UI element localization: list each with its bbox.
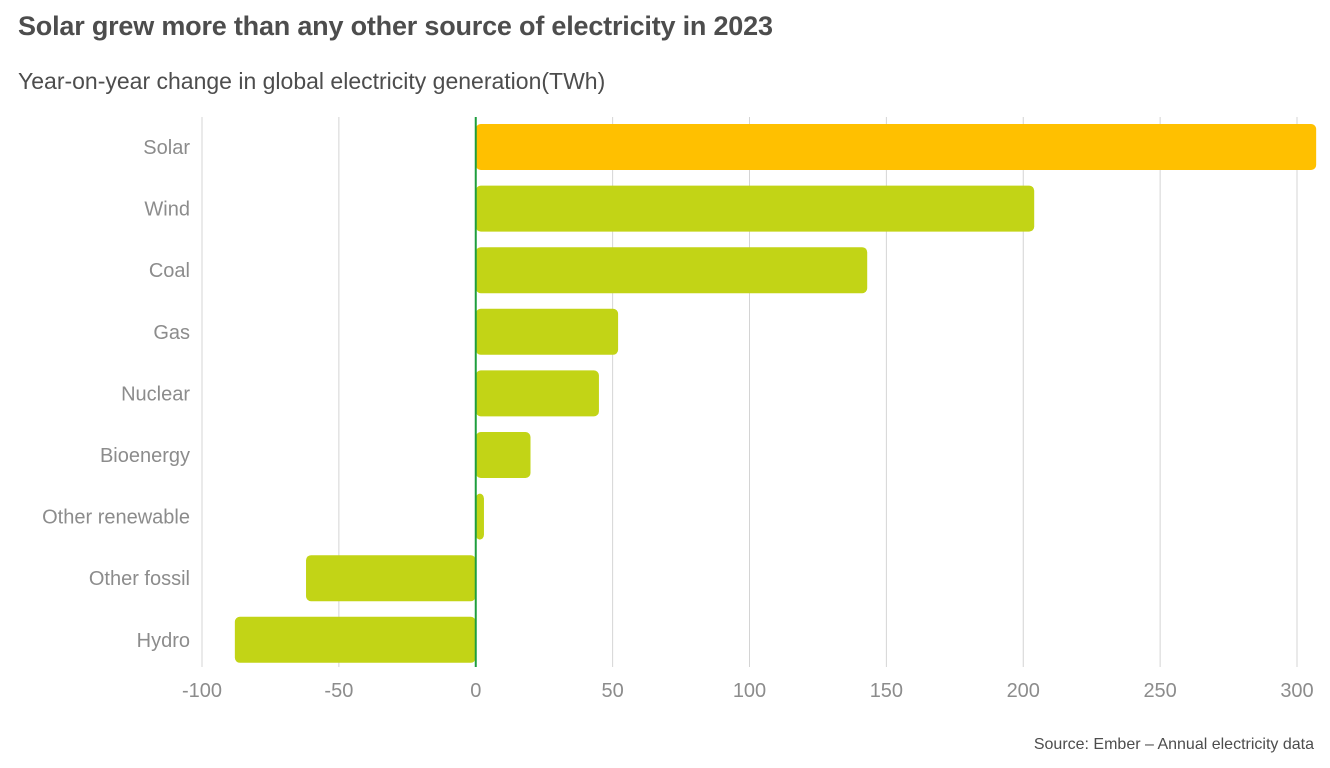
bar-other-fossil [306, 555, 476, 602]
x-tick-label: 0 [470, 680, 481, 702]
x-tick-label: 150 [870, 680, 903, 702]
category-labels: Solar Wind Coal Gas Nuclear Bioenergy Other re… [42, 137, 190, 652]
x-tick-label: 100 [733, 680, 766, 702]
bar-wind [475, 185, 1035, 232]
chart-subtitle: Year-on-year change in global electricit… [18, 68, 606, 94]
category-label: Wind [144, 199, 190, 221]
x-tick-label: 250 [1143, 680, 1176, 702]
category-label: Nuclear [121, 383, 190, 405]
bar-coal [475, 247, 868, 294]
x-tick-label: 200 [1007, 680, 1040, 702]
bars [234, 124, 1317, 663]
x-tick-label: -50 [324, 680, 353, 702]
category-label: Solar [143, 137, 190, 159]
bar-other-renewable [475, 493, 484, 540]
bar-gas [475, 308, 619, 355]
x-tick-label: 50 [602, 680, 624, 702]
bar-chart: Solar Wind Coal Gas Nuclear Bioenergy Other re… [42, 117, 1317, 702]
category-label: Other fossil [89, 568, 190, 590]
bar-solar [475, 124, 1317, 170]
source-note: Source: Ember – Annual electricity data [1033, 736, 1314, 753]
category-label: Gas [153, 322, 190, 344]
bar-hydro [234, 616, 476, 663]
chart-title: Solar grew more than any other source of… [18, 11, 773, 41]
category-label: Other renewable [42, 507, 190, 529]
category-label: Bioenergy [100, 445, 190, 467]
category-label: Coal [149, 260, 190, 282]
bar-bioenergy [475, 432, 531, 478]
bar-nuclear [475, 370, 599, 417]
category-label: Hydro [137, 630, 190, 652]
x-tick-label: -100 [182, 680, 222, 702]
x-tick-label: 300 [1280, 680, 1313, 702]
x-tick-labels: -100 -50 0 50 100 150 200 250 300 [182, 680, 1314, 702]
